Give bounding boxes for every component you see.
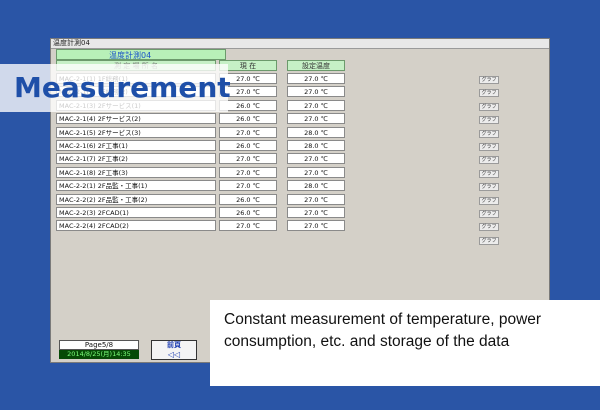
table-cell-current: 27.0 ℃ <box>219 167 277 178</box>
table-cell-setpoint: 28.0 ℃ <box>287 140 345 151</box>
datetime-display: 2014/8/25(月)14:35 <box>59 350 139 359</box>
table-cell-name: MAC-2-1(7) 2F工事(2) <box>56 153 216 164</box>
graph-button[interactable]: グラフ <box>479 237 499 245</box>
table-cell-setpoint: 27.0 ℃ <box>287 220 345 231</box>
page-indicator: Page5/8 <box>59 340 139 350</box>
table-cell-setpoint: 27.0 ℃ <box>287 113 345 124</box>
table-cell-current: 26.0 ℃ <box>219 113 277 124</box>
table-cell-current: 26.0 ℃ <box>219 140 277 151</box>
graph-button[interactable]: グラフ <box>479 103 499 111</box>
table-cell-setpoint: 28.0 ℃ <box>287 180 345 191</box>
table-cell-setpoint: 28.0 ℃ <box>287 127 345 138</box>
graph-button[interactable]: グラフ <box>479 76 499 84</box>
graph-button[interactable]: グラフ <box>479 89 499 97</box>
table-cell-setpoint: 27.0 ℃ <box>287 73 345 84</box>
graph-button[interactable]: グラフ <box>479 116 499 124</box>
table-cell-current: 26.0 ℃ <box>219 194 277 205</box>
overlay-heading: Measurement <box>14 68 231 108</box>
graph-button[interactable]: グラフ <box>479 223 499 231</box>
table-cell-setpoint: 27.0 ℃ <box>287 86 345 97</box>
graph-button[interactable]: グラフ <box>479 210 499 218</box>
table-cell-setpoint: 27.0 ℃ <box>287 207 345 218</box>
table-cell-name: MAC-2-2(4) 2FCAD(2) <box>56 220 216 231</box>
previous-page-button[interactable]: 前頁 ◁◁ <box>151 340 197 360</box>
graph-button[interactable]: グラフ <box>479 130 499 138</box>
double-left-arrow-icon: ◁◁ <box>152 350 196 359</box>
graph-button[interactable]: グラフ <box>479 183 499 191</box>
table-cell-name: MAC-2-1(4) 2Fサービス(2) <box>56 113 216 124</box>
graph-button[interactable]: グラフ <box>479 170 499 178</box>
window-title: 温度計測04 <box>51 39 549 49</box>
table-cell-name: MAC-2-2(2) 2F品監・工事(2) <box>56 194 216 205</box>
overlay-caption: Constant measurement of temperature, pow… <box>210 300 600 386</box>
table-cell-name: MAC-2-2(1) 2F品監・工事(1) <box>56 180 216 191</box>
table-cell-name: MAC-2-2(3) 2FCAD(1) <box>56 207 216 218</box>
table-cell-current: 26.0 ℃ <box>219 207 277 218</box>
table-cell-name: MAC-2-1(8) 2F工事(3) <box>56 167 216 178</box>
table-cell-current: 27.0 ℃ <box>219 153 277 164</box>
previous-page-label: 前頁 <box>152 341 196 350</box>
table-cell-current: 27.0 ℃ <box>219 127 277 138</box>
panel-title: 温度計測04 <box>56 49 226 60</box>
table-cell-current: 27.0 ℃ <box>219 220 277 231</box>
table-cell-name: MAC-2-1(6) 2F工事(1) <box>56 140 216 151</box>
table-cell-setpoint: 27.0 ℃ <box>287 167 345 178</box>
table-cell-setpoint: 27.0 ℃ <box>287 153 345 164</box>
graph-button[interactable]: グラフ <box>479 156 499 164</box>
table-cell-current: 27.0 ℃ <box>219 180 277 191</box>
table-cell-name: MAC-2-1(5) 2Fサービス(3) <box>56 127 216 138</box>
table-cell-setpoint: 27.0 ℃ <box>287 100 345 111</box>
graph-button[interactable]: グラフ <box>479 197 499 205</box>
column-header-setpoint: 設定温度 <box>287 60 345 71</box>
table-cell-setpoint: 27.0 ℃ <box>287 194 345 205</box>
graph-button[interactable]: グラフ <box>479 143 499 151</box>
